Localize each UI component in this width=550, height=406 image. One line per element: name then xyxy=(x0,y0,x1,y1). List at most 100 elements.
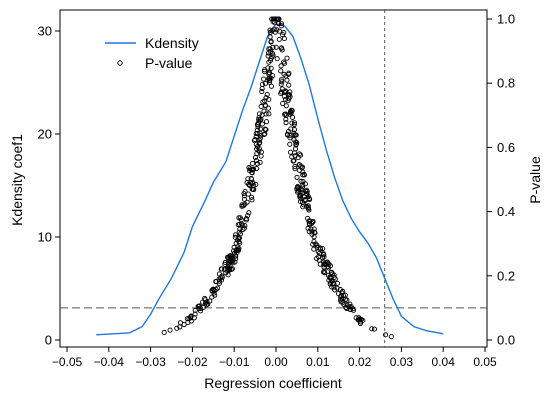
pvalue-point xyxy=(287,141,293,147)
pvalue-point xyxy=(300,182,306,188)
pvalue-point xyxy=(161,329,167,336)
pvalue-point xyxy=(226,268,232,274)
pvalue-point xyxy=(273,44,279,50)
x-tick-label: 0.02 xyxy=(348,355,372,369)
pvalue-point xyxy=(261,108,267,114)
pvalue-point xyxy=(243,217,249,223)
pvalue-point xyxy=(360,317,366,323)
pvalue-point xyxy=(327,263,333,269)
pvalue-point xyxy=(274,56,280,62)
pvalue-point xyxy=(186,315,192,322)
kdensity-line xyxy=(96,22,444,336)
pvalue-point xyxy=(344,305,350,312)
pvalue-point xyxy=(268,48,274,54)
pvalue-point xyxy=(276,28,283,34)
pvalue-point xyxy=(250,166,256,172)
pvalue-point xyxy=(265,65,271,71)
pvalue-point xyxy=(259,85,265,92)
x-tick-label: −0.04 xyxy=(94,355,125,369)
pvalue-point xyxy=(341,301,347,308)
legend-pvalue-swatch xyxy=(117,60,123,66)
pvalue-series xyxy=(161,16,394,340)
pvalue-point xyxy=(249,197,255,203)
pvalue-point xyxy=(247,166,253,172)
pvalue-point xyxy=(266,96,272,102)
pvalue-point xyxy=(286,82,292,88)
pvalue-point xyxy=(278,63,284,69)
pvalue-point xyxy=(254,127,260,133)
pvalue-point xyxy=(236,235,242,241)
pvalue-point xyxy=(306,220,312,227)
pvalue-point xyxy=(216,280,222,287)
pvalue-point xyxy=(279,45,285,51)
pvalue-point xyxy=(257,159,263,165)
pvalue-point xyxy=(279,79,285,85)
pvalue-point xyxy=(242,201,248,207)
pvalue-point xyxy=(272,20,278,26)
pvalue-point xyxy=(281,36,287,42)
pvalue-point xyxy=(299,184,306,190)
pvalue-point xyxy=(250,160,256,167)
pvalue-point xyxy=(167,327,173,333)
pvalue-point xyxy=(344,302,350,308)
pvalue-point xyxy=(222,261,228,267)
x-tick-label: −0.03 xyxy=(135,355,166,369)
pvalue-point xyxy=(270,44,276,50)
pvalue-point xyxy=(263,119,270,125)
kdensity-series xyxy=(96,22,444,336)
pvalue-point xyxy=(371,326,378,332)
y-left-tick-label: 0 xyxy=(45,333,52,348)
pvalue-point xyxy=(216,278,222,284)
pvalue-point xyxy=(300,178,306,185)
y-left-tick-label: 20 xyxy=(38,127,52,142)
pvalue-point xyxy=(369,326,375,332)
pvalue-point xyxy=(278,81,284,87)
x-tick-label: 0.01 xyxy=(306,355,330,369)
pvalue-point xyxy=(196,303,202,309)
pvalue-point xyxy=(232,253,238,259)
pvalue-point xyxy=(324,259,330,265)
pvalue-point xyxy=(237,215,243,221)
x-tick-label: 0.05 xyxy=(473,355,497,369)
pvalue-point xyxy=(268,65,274,71)
pvalue-point xyxy=(228,255,234,261)
pvalue-point xyxy=(284,55,290,61)
pvalue-point xyxy=(282,111,288,117)
pvalue-point xyxy=(284,77,290,83)
pvalue-point xyxy=(289,120,295,126)
pvalue-point xyxy=(342,296,348,303)
pvalue-point xyxy=(262,103,269,109)
pvalue-point xyxy=(293,142,299,148)
pvalue-point xyxy=(209,288,215,294)
pvalue-point xyxy=(291,120,298,126)
pvalue-point xyxy=(262,126,268,132)
pvalue-point xyxy=(278,21,285,27)
x-tick-label: 0.04 xyxy=(432,355,456,369)
pvalue-point xyxy=(281,71,287,77)
pvalue-point xyxy=(321,252,327,258)
pvalue-point xyxy=(287,111,293,117)
pvalue-point xyxy=(267,27,273,33)
pvalue-point xyxy=(256,148,262,154)
pvalue-point xyxy=(226,260,232,266)
pvalue-point xyxy=(267,34,273,40)
pvalue-point xyxy=(274,27,280,33)
pvalue-point xyxy=(239,202,245,208)
pvalue-point xyxy=(291,137,297,143)
x-tick-label: −0.05 xyxy=(52,355,83,369)
pvalue-point xyxy=(284,131,291,137)
y-right-tick-label: 1.0 xyxy=(497,12,515,27)
pvalue-point xyxy=(296,167,302,173)
pvalue-point xyxy=(249,170,255,176)
pvalue-point xyxy=(252,155,258,161)
y-right-tick-label: 0.2 xyxy=(497,268,515,283)
pvalue-point xyxy=(306,229,312,235)
pvalue-point xyxy=(326,277,332,283)
pvalue-point xyxy=(261,76,267,82)
y-axis-left: 0 10 20 30 xyxy=(38,24,60,348)
pvalue-point xyxy=(262,80,268,87)
pvalue-point xyxy=(280,32,286,38)
x-axis: −0.05 −0.04 −0.03 −0.02 −0.01 0.00 0.01 0.02 0.0… xyxy=(52,347,497,369)
pvalue-point xyxy=(286,96,292,102)
pvalue-point xyxy=(283,120,289,126)
